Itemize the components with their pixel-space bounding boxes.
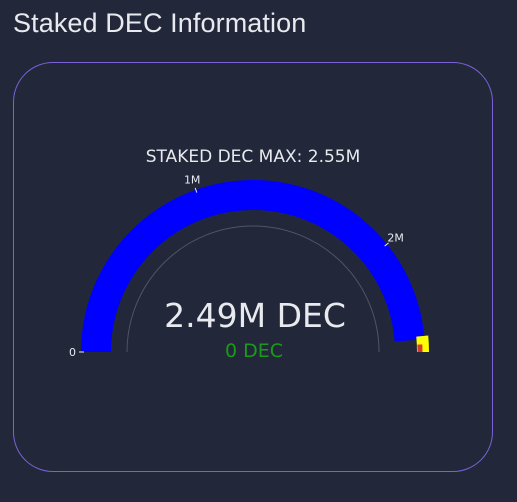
gauge-value-arc: [81, 180, 425, 353]
staked-dec-card: [13, 62, 493, 472]
gauge-tick-label: 2M: [387, 231, 404, 244]
gauge-header: STAKED DEC MAX: 2.55M: [146, 147, 361, 167]
gauge-ticks: 0 1M 2M: [69, 173, 404, 359]
gauge-band-0: [416, 335, 429, 353]
gauge-value-label: 2.49M DEC: [164, 296, 346, 335]
gauge-tick-mark: [194, 187, 198, 193]
gauge-sub-value-label: 0 DEC: [225, 340, 283, 362]
page-title: Staked DEC Information: [13, 8, 307, 38]
gauge-tick-mark: [384, 242, 389, 247]
gauge-tick-label: 1M: [184, 173, 201, 186]
gauge-tick-label: 0: [69, 346, 76, 359]
gauge-plot-bands: [416, 335, 429, 353]
gauge-inner-outline: [126, 225, 380, 353]
